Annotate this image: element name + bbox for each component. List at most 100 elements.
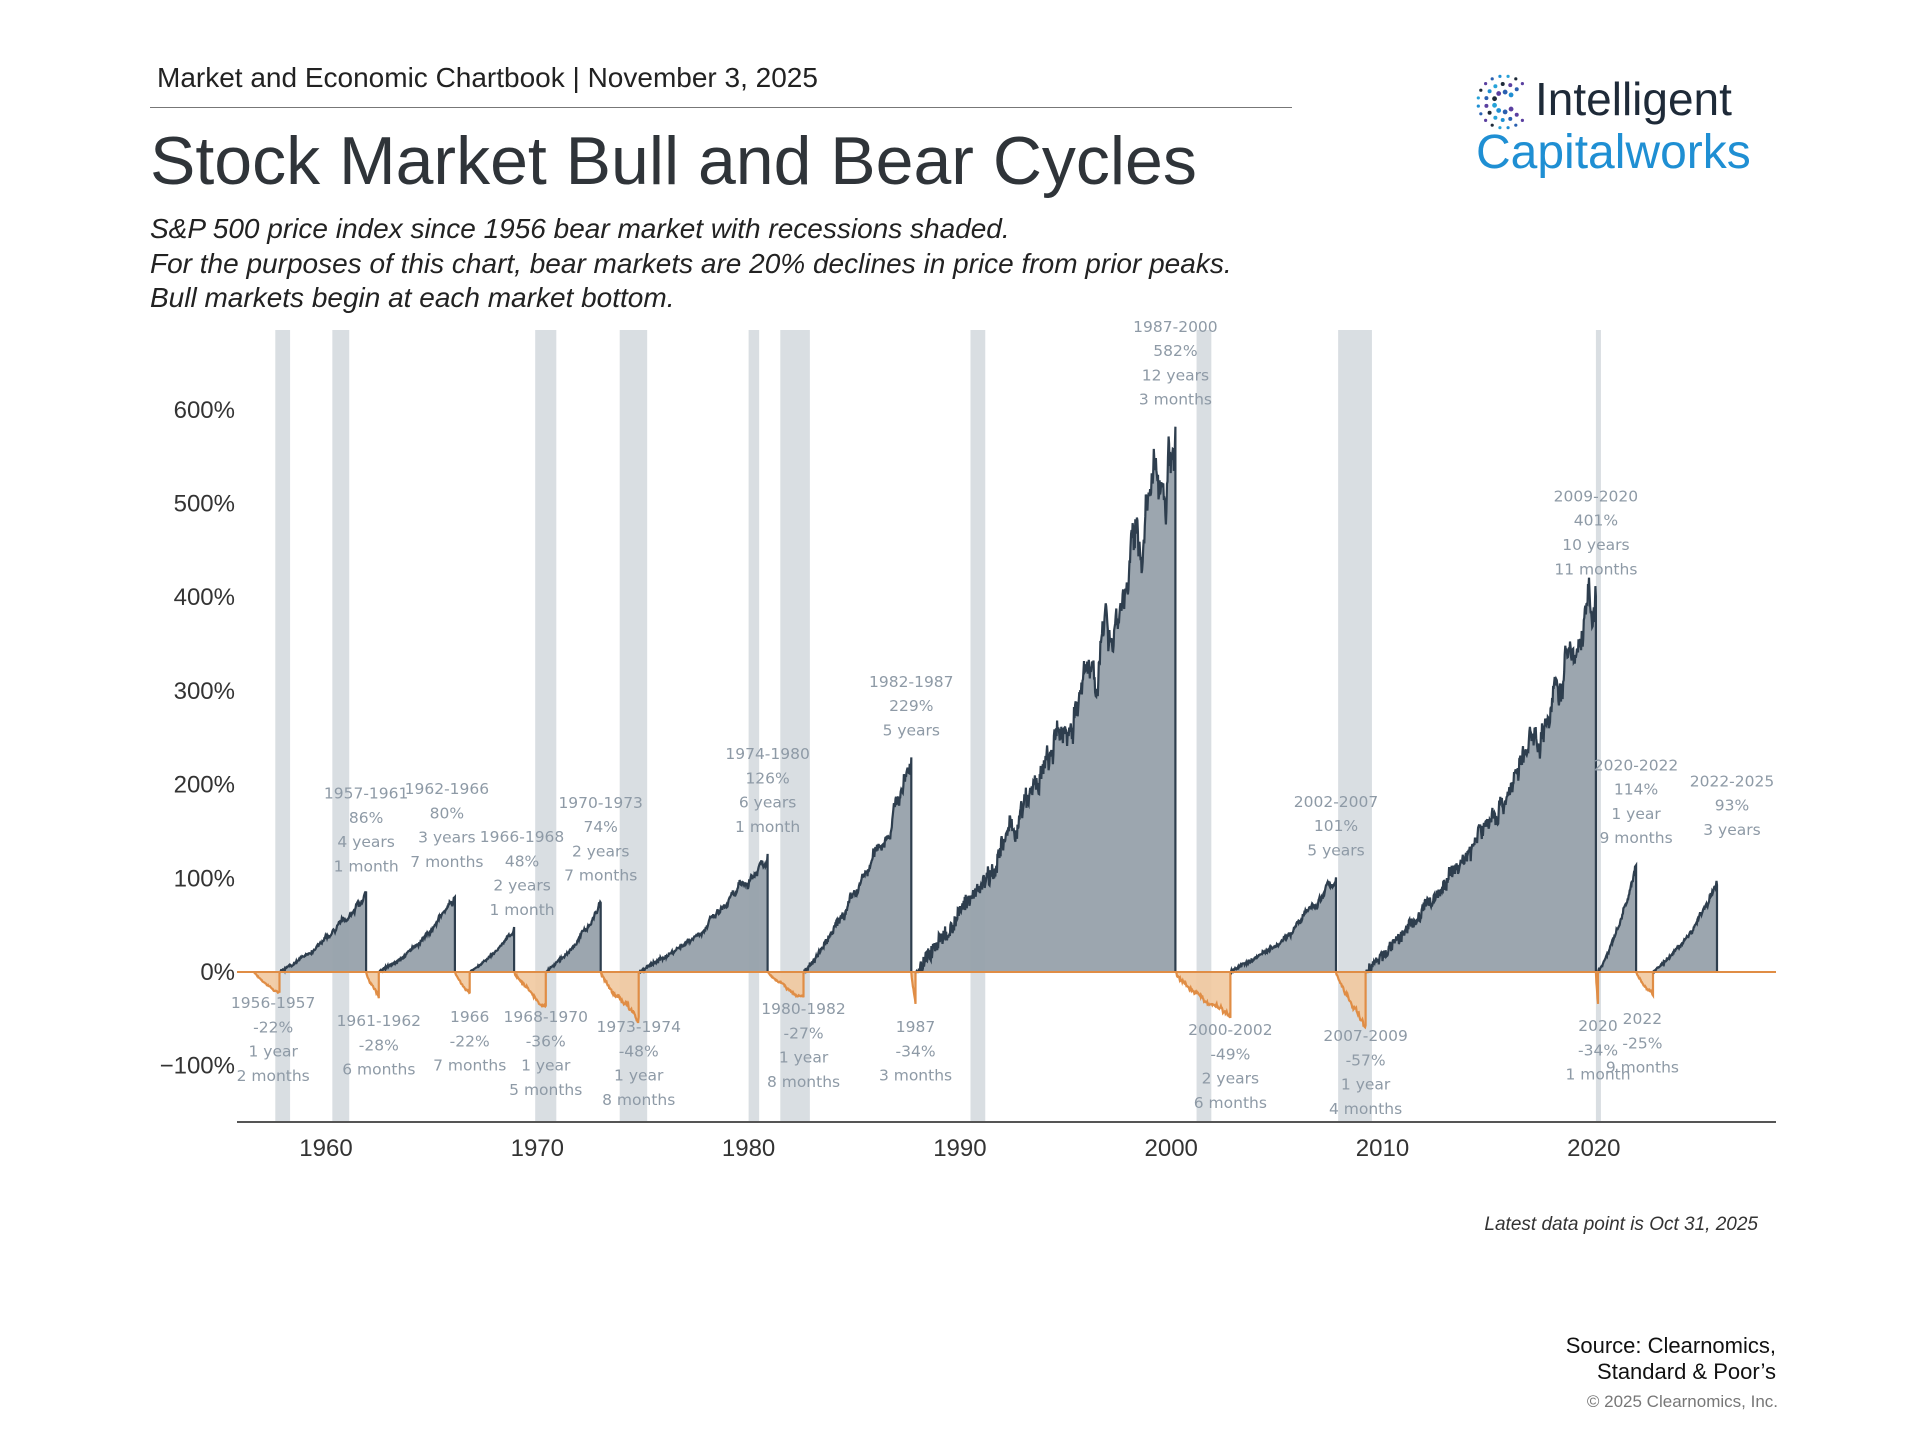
bull-market-area — [803, 757, 912, 972]
bear-market-label: -28% — [359, 1036, 399, 1054]
y-tick-label: 500% — [174, 491, 235, 518]
bear-market-line — [513, 971, 547, 1009]
logo-text-intelligent: Intelligent — [1535, 73, 1732, 125]
bear-market-label: -22% — [253, 1018, 293, 1036]
logo-dot — [1498, 126, 1502, 130]
bear-market-label: 1 month — [1565, 1066, 1630, 1084]
bull-market-label: 1987-2000 — [1133, 318, 1218, 336]
logo-dot — [1479, 88, 1483, 92]
logo-dot — [1476, 96, 1480, 100]
source-line-1: Source: Clearnomics, — [1565, 1333, 1776, 1358]
logo-dot — [1490, 123, 1494, 127]
bull-market-label: 11 months — [1554, 560, 1637, 578]
y-tick-label: 400% — [174, 584, 235, 611]
bull-market-area — [279, 891, 367, 972]
bull-market-area — [638, 853, 768, 972]
logo-icon — [1476, 74, 1524, 130]
bull-market-line — [1229, 877, 1338, 975]
bear-market-label: 6 months — [342, 1061, 415, 1079]
bear-market-label: 1956-1957 — [231, 994, 316, 1012]
logo-dot — [1492, 102, 1497, 108]
logo-dot — [1514, 123, 1518, 127]
subtitle-line-1: S&P 500 price index since 1956 bear mark… — [150, 213, 1010, 244]
logo-dot — [1502, 109, 1508, 115]
bull-market-label: 12 years — [1142, 366, 1209, 384]
bull-market-area — [378, 897, 455, 972]
bear-market-line — [453, 971, 471, 995]
bull-market-label: 7 months — [410, 853, 483, 871]
bear-market-label: -48% — [619, 1042, 659, 1060]
bull-market-area — [1230, 877, 1336, 972]
bear-market-area — [254, 972, 280, 993]
bear-market-label: 1 year — [779, 1049, 829, 1067]
bear-market-label: 2 months — [237, 1067, 310, 1085]
logo-dot — [1493, 84, 1498, 89]
bear-market-label: 2007-2009 — [1323, 1027, 1408, 1045]
bull-market-label: 1 year — [1611, 805, 1661, 823]
bull-market-area — [545, 901, 601, 972]
recession-band — [970, 330, 986, 1122]
bear-market-label: -27% — [784, 1024, 824, 1042]
bear-market-label: 8 months — [767, 1073, 840, 1091]
bear-market-area — [1175, 972, 1231, 1018]
bull-market-label: 86% — [349, 809, 383, 827]
bear-market-line — [766, 971, 805, 999]
bull-market-area — [1653, 880, 1717, 972]
bear-market-label: -22% — [450, 1032, 490, 1050]
bear-market-label: 2 years — [1202, 1070, 1259, 1088]
bull-market-label: 3 years — [418, 829, 475, 847]
bear-market-label: 6 months — [1194, 1094, 1267, 1112]
logo-dot — [1500, 117, 1505, 122]
x-tick-label: 1980 — [722, 1135, 775, 1162]
bull-market-label: 2 years — [493, 877, 550, 895]
bull-market-label: 401% — [1574, 512, 1618, 530]
bull-market-label: 126% — [745, 769, 789, 787]
bear-market-label: 1966 — [450, 1008, 489, 1026]
bear-market-label: 1 year — [248, 1043, 298, 1061]
x-tick-label: 2000 — [1145, 1135, 1198, 1162]
x-tick-label: 2010 — [1356, 1135, 1409, 1162]
bull-market-label: 114% — [1614, 781, 1658, 799]
x-tick-label: 1960 — [299, 1135, 352, 1162]
bull-market-label: 5 years — [1307, 841, 1364, 859]
y-tick-label: 100% — [174, 865, 235, 892]
logo-dot — [1490, 77, 1494, 81]
bear-market-label: 2020 — [1578, 1017, 1617, 1035]
bull-market-line — [1652, 880, 1719, 975]
logo-dot — [1508, 116, 1513, 121]
bull-market-label: 2009-2020 — [1554, 487, 1639, 505]
bull-market-label: 2002-2007 — [1294, 793, 1379, 811]
logo-dot — [1514, 87, 1519, 92]
bear-market-label: -36% — [526, 1032, 566, 1050]
bear-market-label: 1968-1970 — [504, 1008, 589, 1026]
bear-market-line — [253, 971, 281, 995]
bull-market-label: 582% — [1153, 342, 1197, 360]
bull-market-line — [279, 890, 368, 975]
bear-market-label: 5 months — [509, 1081, 582, 1099]
bull-market-area — [915, 426, 1176, 972]
bear-market-line — [1594, 971, 1600, 1004]
axes: 600% 500% 400% 300% 200% 100% 0% −100% 1960 1970 1… — [160, 397, 1776, 1162]
y-tick-label: 300% — [174, 678, 235, 705]
bear-market-line — [599, 971, 640, 1024]
bull-market-label: 10 years — [1562, 536, 1629, 554]
bear-market-label: -34% — [896, 1042, 936, 1060]
bear-market-label: 1 year — [521, 1057, 571, 1075]
recession-band — [1196, 330, 1212, 1122]
bull-market-label: 1 month — [735, 818, 800, 836]
bear-market-label: 1973-1974 — [596, 1018, 681, 1036]
recession-band — [535, 330, 557, 1122]
bear-market-label: 1980-1982 — [761, 1000, 846, 1018]
logo-dot — [1520, 82, 1524, 86]
bull-market-line — [545, 899, 602, 974]
bear-market-label: -34% — [1578, 1041, 1618, 1059]
bull-market-label: 1974-1980 — [725, 745, 810, 763]
subtitle-line-3: Bull markets begin at each market bottom… — [150, 282, 675, 313]
bear-market-label: 3 months — [879, 1067, 952, 1085]
logo-text-capitalworks: Capitalworks — [1476, 126, 1751, 179]
bear-market-label: -57% — [1346, 1051, 1386, 1069]
bull-market-label: 1962-1966 — [405, 780, 490, 798]
logo-dot — [1496, 91, 1502, 96]
bear-market-label: 1 year — [614, 1067, 664, 1085]
